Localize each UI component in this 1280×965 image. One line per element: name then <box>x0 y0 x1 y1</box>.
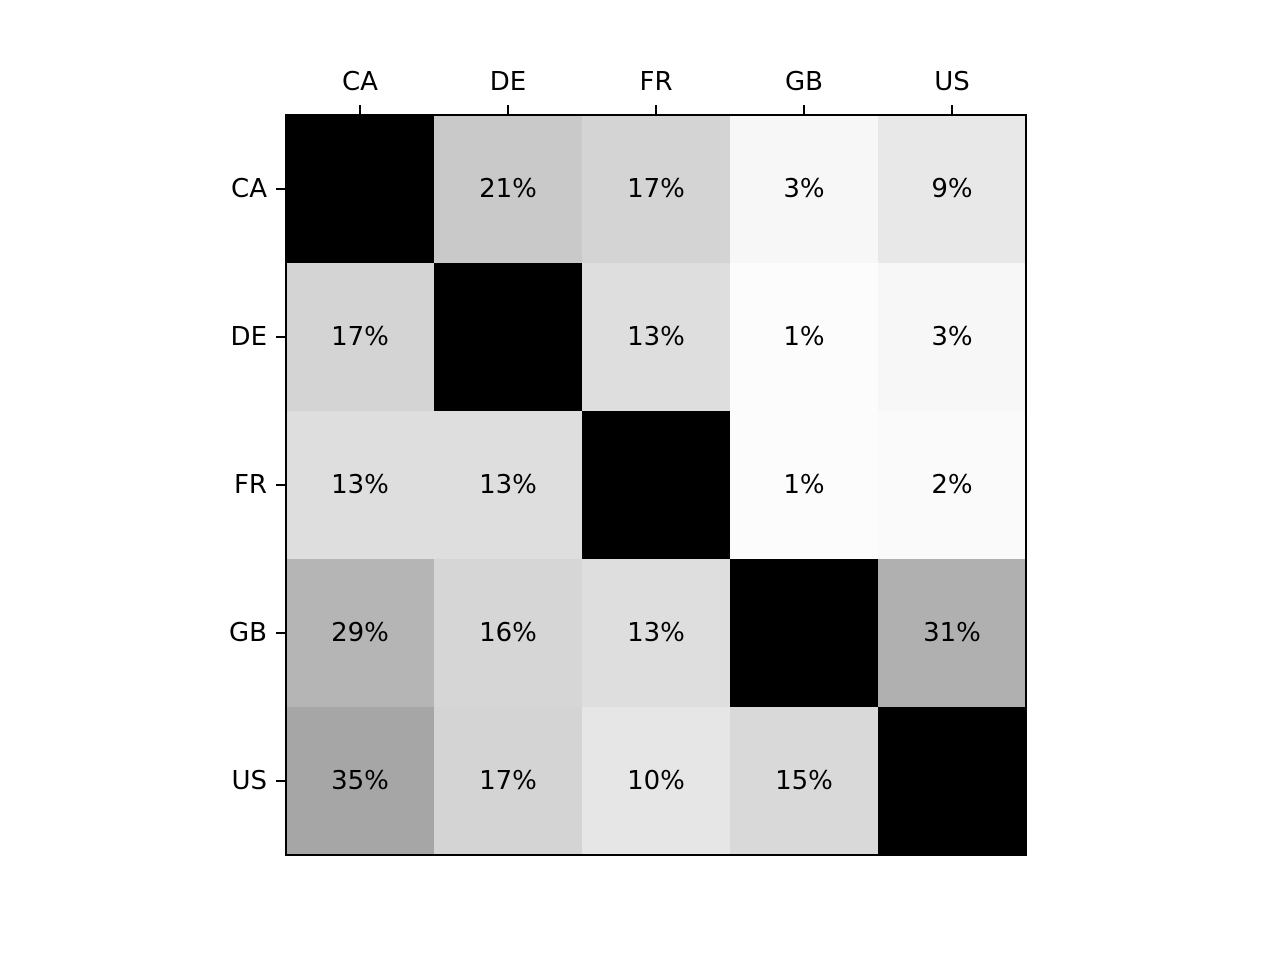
cells-layer <box>286 115 1026 855</box>
cell-value-label: 13% <box>331 470 389 500</box>
x-tick-label: GB <box>785 67 823 97</box>
heatmap-cell-gb-ca <box>286 559 434 707</box>
y-axis: CA DE FR GB US <box>229 174 286 796</box>
heatmap-cell-us-ca <box>286 707 434 855</box>
cell-value-label: 29% <box>331 618 389 648</box>
y-tick-label: DE <box>231 322 267 352</box>
x-tick-label: DE <box>490 67 526 97</box>
heatmap-cell-ca-gb <box>730 115 878 263</box>
x-tick-label: FR <box>639 67 672 97</box>
heatmap-cell-fr-ca <box>286 411 434 559</box>
cell-value-label: 13% <box>627 322 685 352</box>
heatmap-cell-ca-ca <box>286 115 434 263</box>
heatmap-cell-de-ca <box>286 263 434 411</box>
x-tick-label: CA <box>342 67 378 97</box>
heatmap-cell-ca-fr <box>582 115 730 263</box>
heatmap-cell-us-us <box>878 707 1026 855</box>
cell-value-label: 3% <box>931 322 972 352</box>
cell-value-label: 13% <box>479 470 537 500</box>
cell-value-label: 1% <box>783 322 824 352</box>
heatmap-cell-de-fr <box>582 263 730 411</box>
heatmap-cell-fr-us <box>878 411 1026 559</box>
heatmap-cell-de-gb <box>730 263 878 411</box>
heatmap-cell-gb-us <box>878 559 1026 707</box>
heatmap-cell-de-de <box>434 263 582 411</box>
cell-value-label: 17% <box>331 322 389 352</box>
x-axis: CA DE FR GB US <box>342 67 970 115</box>
cell-value-label: 10% <box>627 766 685 796</box>
cell-value-label: 16% <box>479 618 537 648</box>
heatmap-cell-gb-de <box>434 559 582 707</box>
heatmap-cell-fr-de <box>434 411 582 559</box>
heatmap-cell-us-fr <box>582 707 730 855</box>
cell-labels-layer: 21% 17% 3% 9% 17% 13% 1% 3% 13% 13% 1% 2% 29% 16% 13% 3… <box>331 174 981 796</box>
cell-value-label: 9% <box>931 174 972 204</box>
cell-value-label: 13% <box>627 618 685 648</box>
cell-value-label: 15% <box>775 766 833 796</box>
heatmap-cell-gb-gb <box>730 559 878 707</box>
x-tick-label: US <box>934 67 970 97</box>
cell-value-label: 2% <box>931 470 972 500</box>
cell-value-label: 3% <box>783 174 824 204</box>
heatmap-cell-us-gb <box>730 707 878 855</box>
y-tick-label: GB <box>229 618 267 648</box>
cell-value-label: 17% <box>479 766 537 796</box>
cell-value-label: 35% <box>331 766 389 796</box>
cell-value-label: 31% <box>923 618 981 648</box>
y-tick-label: FR <box>234 470 267 500</box>
heatmap-cell-fr-gb <box>730 411 878 559</box>
heatmap-cell-de-us <box>878 263 1026 411</box>
heatmap-cell-fr-fr <box>582 411 730 559</box>
cell-value-label: 1% <box>783 470 824 500</box>
heatmap-cell-ca-de <box>434 115 582 263</box>
heatmap-cell-ca-us <box>878 115 1026 263</box>
cell-value-label: 21% <box>479 174 537 204</box>
heatmap-cell-us-de <box>434 707 582 855</box>
y-tick-label: CA <box>231 174 267 204</box>
y-tick-label: US <box>231 766 267 796</box>
cell-value-label: 17% <box>627 174 685 204</box>
heatmap-cell-gb-fr <box>582 559 730 707</box>
